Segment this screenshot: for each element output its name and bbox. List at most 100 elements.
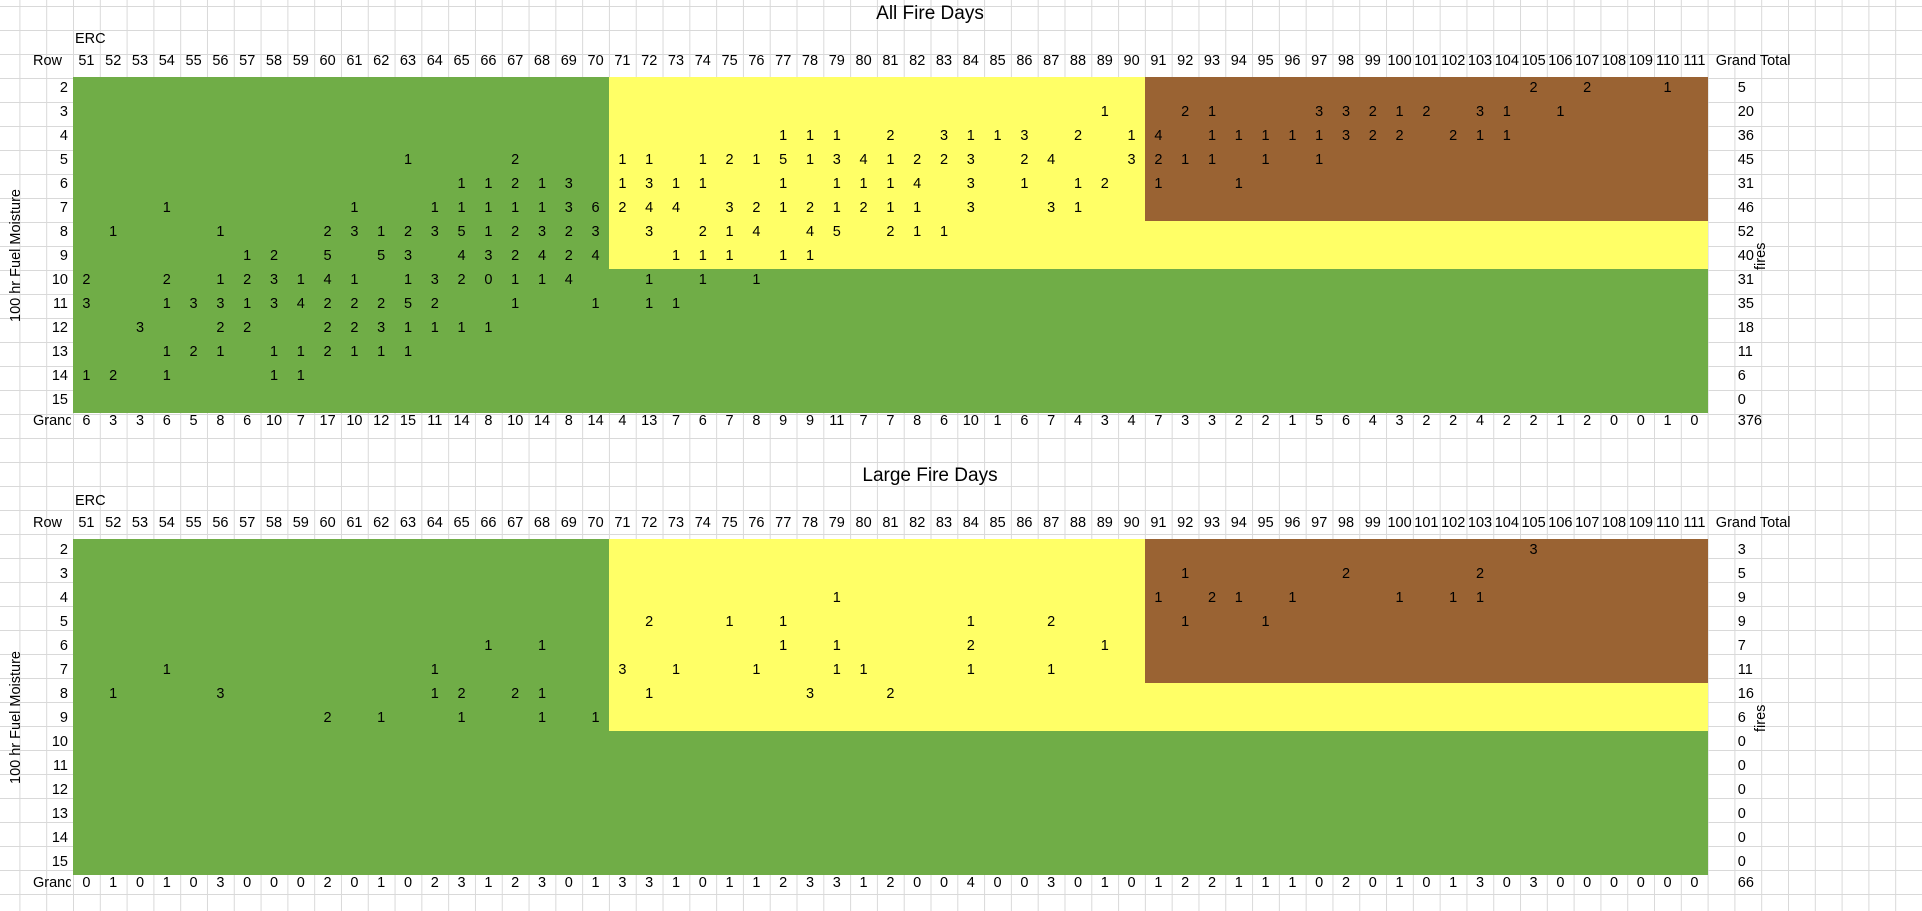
data-label: 1 bbox=[1288, 128, 1297, 144]
column-total: 8 bbox=[484, 413, 493, 429]
column-total: 5 bbox=[1315, 413, 1324, 429]
column-total: 0 bbox=[1502, 875, 1511, 891]
row-total: 6 bbox=[1737, 710, 1746, 726]
column-total: 1 bbox=[1261, 875, 1270, 891]
data-label: 1 bbox=[511, 200, 520, 216]
data-label: 3 bbox=[645, 176, 654, 192]
x-tick-label: 107 bbox=[1575, 53, 1600, 69]
data-label: 2 bbox=[1100, 176, 1109, 192]
y-tick-label: 4 bbox=[59, 590, 68, 606]
data-label: 3 bbox=[966, 176, 975, 192]
data-label: 1 bbox=[698, 248, 707, 264]
column-total: 1 bbox=[484, 875, 493, 891]
column-total: 4 bbox=[966, 875, 975, 891]
x-axis-label: ERC bbox=[75, 31, 106, 47]
x-tick-label: 100 bbox=[1387, 515, 1412, 531]
x-axis-label: ERC bbox=[75, 493, 106, 509]
column-total: 0 bbox=[1127, 875, 1136, 891]
data-label: 3 bbox=[269, 272, 279, 288]
column-total: 3 bbox=[1475, 875, 1485, 891]
x-tick-label: 73 bbox=[667, 515, 685, 531]
column-total: 1 bbox=[993, 413, 1002, 429]
column-total: 3 bbox=[645, 875, 654, 891]
data-label: 4 bbox=[1047, 152, 1056, 168]
heatmap-zone bbox=[73, 563, 609, 587]
data-label: 5 bbox=[403, 296, 413, 312]
data-label: 1 bbox=[430, 686, 439, 702]
column-total: 0 bbox=[1663, 875, 1672, 891]
data-label: 2 bbox=[323, 224, 332, 240]
x-tick-label: 101 bbox=[1414, 515, 1439, 531]
data-label: 2 bbox=[1449, 128, 1458, 144]
y-tick-label: 2 bbox=[59, 80, 68, 96]
data-label: 2 bbox=[323, 296, 332, 312]
y-tick-label: 9 bbox=[59, 710, 68, 726]
data-label: 1 bbox=[1234, 128, 1243, 144]
heatmap-zone bbox=[73, 293, 1708, 317]
data-label: 1 bbox=[269, 344, 279, 360]
data-label: 1 bbox=[350, 344, 359, 360]
y-tick-label: 12 bbox=[51, 782, 68, 798]
column-total: 2 bbox=[323, 875, 332, 891]
column-total: 4 bbox=[1475, 413, 1485, 429]
x-tick-label: 98 bbox=[1337, 53, 1355, 69]
data-label: 1 bbox=[886, 200, 895, 216]
x-tick-label: 93 bbox=[1203, 515, 1221, 531]
heatmap-zone bbox=[73, 77, 609, 101]
data-label: 4 bbox=[1154, 128, 1163, 144]
data-label: 2 bbox=[1181, 104, 1190, 120]
data-label: 1 bbox=[162, 296, 171, 312]
data-label: 1 bbox=[1181, 152, 1190, 168]
grand-total-column-header: Grand Total bbox=[1715, 53, 1791, 69]
data-label: 3 bbox=[1020, 128, 1029, 144]
column-total: 3 bbox=[109, 413, 118, 429]
y-axis-label: 100 hr Fuel Moisture bbox=[8, 651, 24, 784]
data-label: 1 bbox=[698, 176, 707, 192]
data-label: 1 bbox=[1100, 638, 1109, 654]
data-label: 1 bbox=[511, 272, 520, 288]
x-tick-label: 108 bbox=[1601, 53, 1627, 69]
data-label: 2 bbox=[859, 200, 868, 216]
heatmap-zone bbox=[73, 851, 1708, 875]
heatmap-zone bbox=[609, 125, 1145, 149]
data-label: 3 bbox=[805, 686, 815, 702]
column-total: 1 bbox=[1288, 413, 1297, 429]
x-tick-label: 66 bbox=[480, 53, 497, 69]
column-total: 15 bbox=[399, 413, 417, 429]
x-tick-label: 76 bbox=[748, 515, 765, 531]
y-tick-label: 10 bbox=[51, 272, 68, 288]
data-label: 2 bbox=[1047, 614, 1056, 630]
data-label: 1 bbox=[109, 686, 118, 702]
row-total: 0 bbox=[1737, 854, 1746, 870]
data-label: 2 bbox=[323, 344, 332, 360]
x-tick-label: 107 bbox=[1575, 515, 1600, 531]
data-label: 1 bbox=[537, 200, 547, 216]
heatmap-zone bbox=[609, 611, 1145, 635]
data-label: 3 bbox=[966, 152, 975, 168]
column-total: 10 bbox=[265, 413, 283, 429]
data-label: 1 bbox=[779, 614, 788, 630]
column-total: 8 bbox=[913, 413, 922, 429]
data-label: 3 bbox=[269, 296, 279, 312]
x-tick-label: 85 bbox=[989, 53, 1006, 69]
heatmap-zone bbox=[609, 197, 1145, 221]
x-tick-label: 109 bbox=[1628, 53, 1653, 69]
data-label: 1 bbox=[296, 368, 305, 384]
x-tick-label: 102 bbox=[1441, 515, 1466, 531]
data-label: 1 bbox=[698, 272, 707, 288]
column-total: 10 bbox=[962, 413, 979, 429]
column-total: 2 bbox=[1341, 875, 1351, 891]
column-total: 2 bbox=[1449, 413, 1458, 429]
column-total: 0 bbox=[698, 875, 707, 891]
data-label: 1 bbox=[1502, 104, 1511, 120]
data-label: 1 bbox=[162, 200, 171, 216]
x-tick-label: 91 bbox=[1150, 515, 1167, 531]
data-label: 2 bbox=[82, 272, 91, 288]
column-total: 3 bbox=[805, 875, 815, 891]
x-tick-label: 59 bbox=[292, 515, 309, 531]
y-tick-label: 9 bbox=[59, 248, 68, 264]
column-total: 14 bbox=[533, 413, 551, 429]
column-total: 9 bbox=[805, 413, 815, 429]
data-label: 2 bbox=[1207, 590, 1217, 606]
